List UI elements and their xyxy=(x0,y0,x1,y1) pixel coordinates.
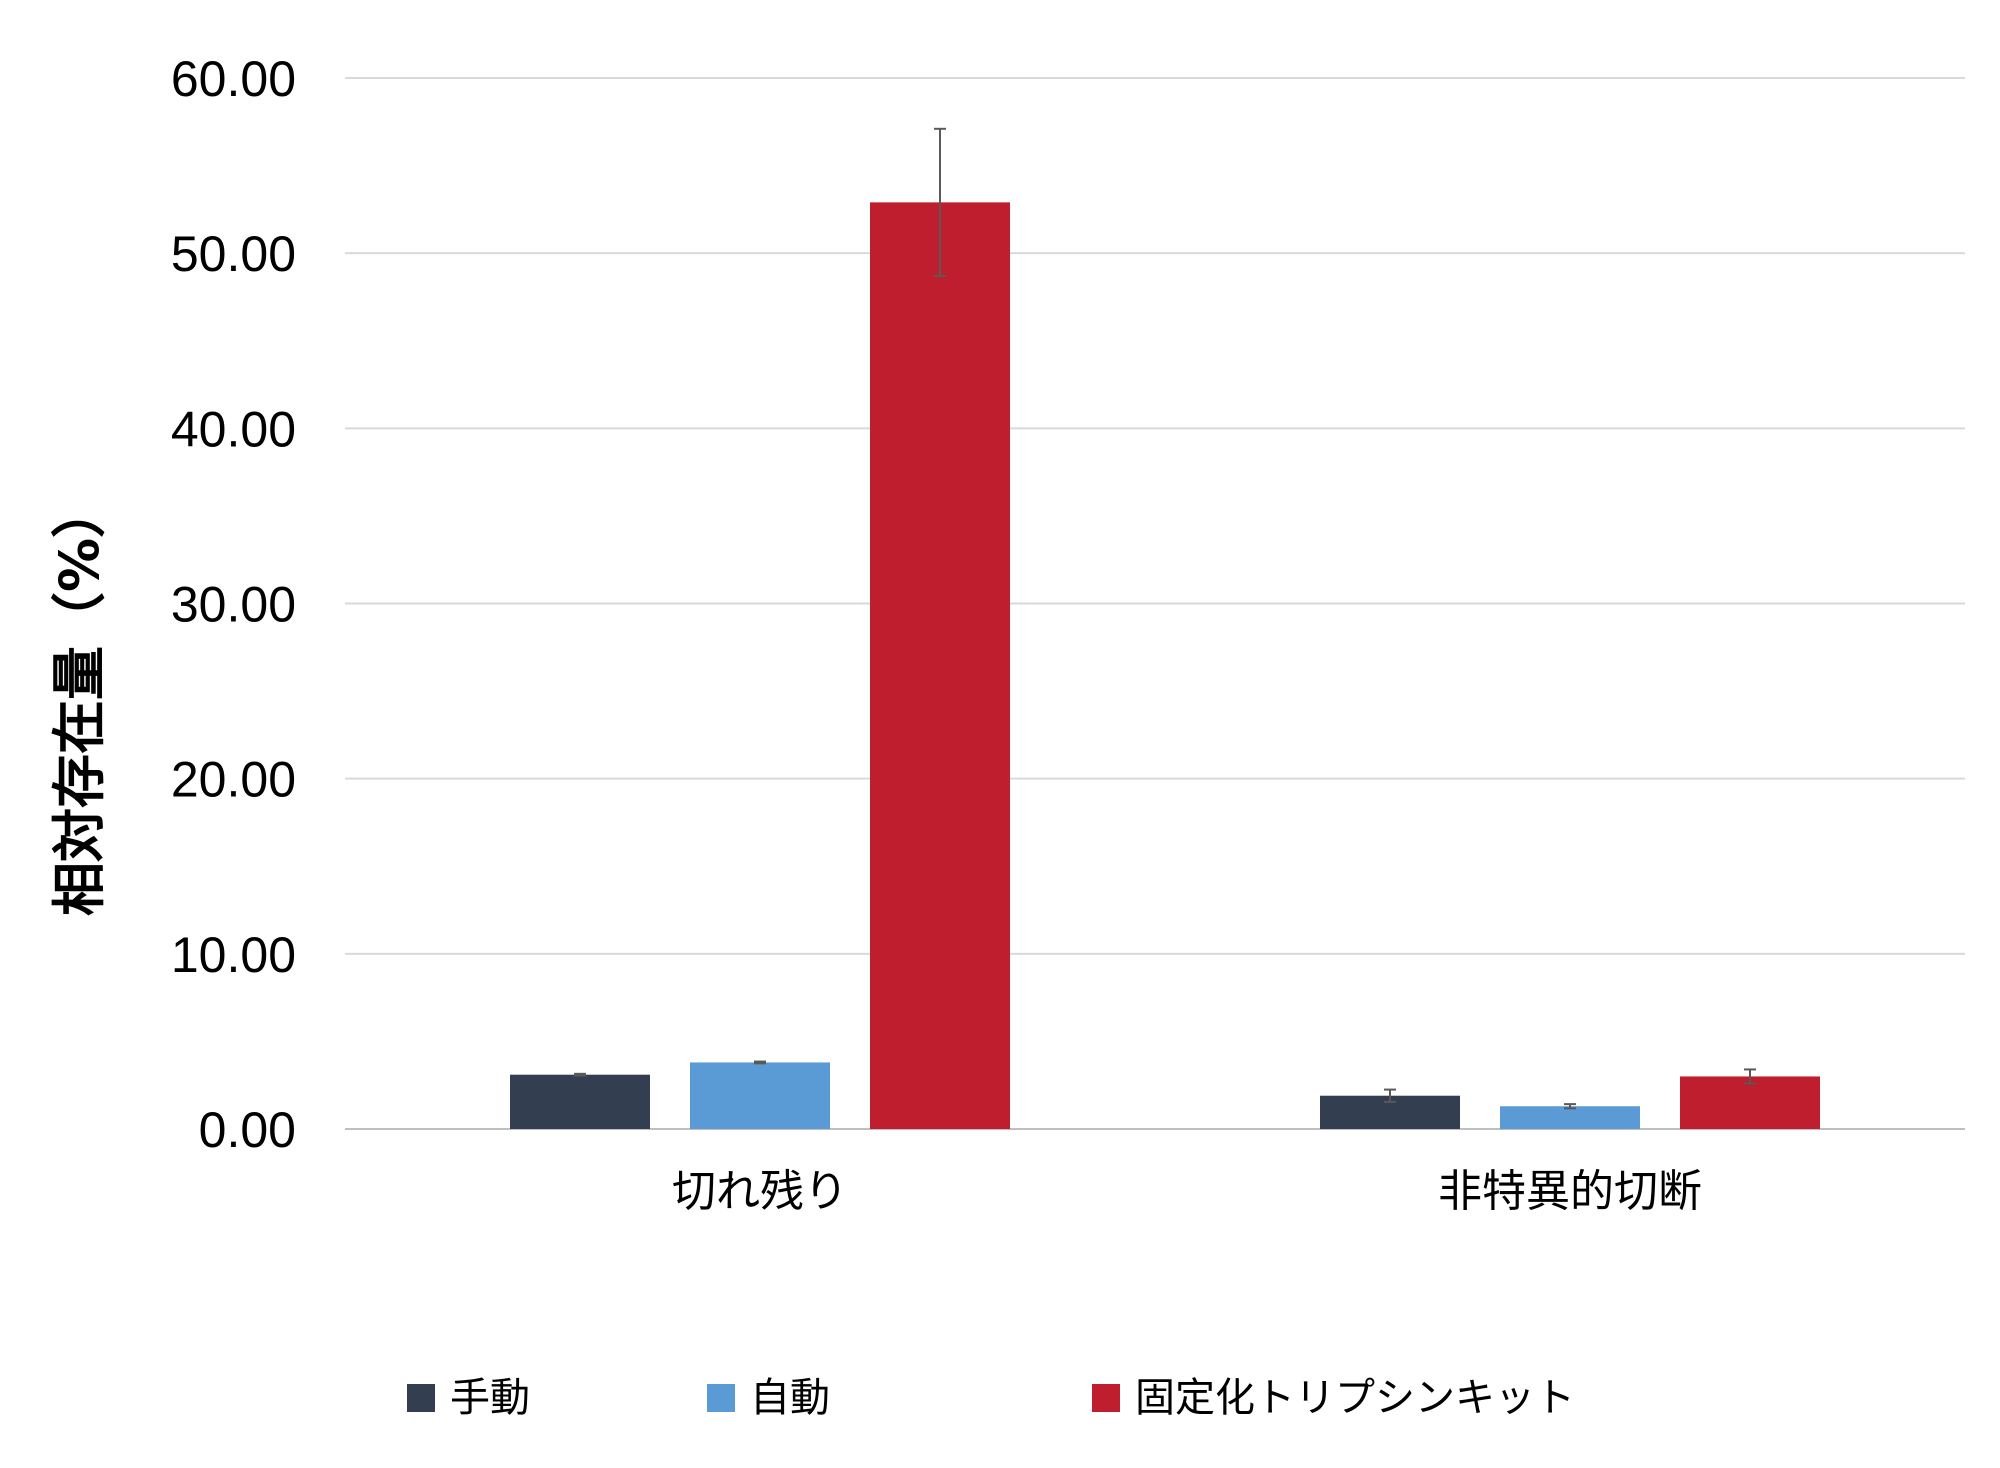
legend-label: 固定化トリプシンキット xyxy=(1135,1375,1575,1421)
y-tick-label: 40.00 xyxy=(171,401,296,457)
y-tick-label: 0.00 xyxy=(199,1102,296,1158)
y-axis-ticks: 0.00 10.00 20.00 30.00 40.00 50.00 60.00 xyxy=(171,51,296,1158)
bar xyxy=(690,1062,830,1129)
category-labels: 切れ残り 非特異的切断 xyxy=(672,1166,1702,1217)
bar xyxy=(1500,1106,1640,1129)
y-tick-label: 50.00 xyxy=(171,226,296,282)
y-tick-label: 30.00 xyxy=(171,577,296,633)
category-label: 非特異的切断 xyxy=(1438,1166,1702,1217)
y-tick-label: 10.00 xyxy=(171,927,296,983)
error-bars xyxy=(574,127,1756,1110)
y-axis-label: 相対存在量（%） xyxy=(48,484,111,916)
legend-label: 手動 xyxy=(450,1375,530,1421)
category-label: 切れ残り xyxy=(672,1166,848,1217)
bar xyxy=(1680,1076,1820,1129)
legend-label: 自動 xyxy=(750,1375,830,1421)
gridlines xyxy=(345,77,1965,1130)
bar xyxy=(510,1074,650,1129)
y-tick-label: 60.00 xyxy=(171,51,296,107)
legend-swatch xyxy=(407,1384,435,1412)
legend-swatch xyxy=(1092,1384,1120,1412)
legend-swatch xyxy=(707,1384,735,1412)
bar xyxy=(870,202,1010,1129)
legend: 手動 自動 固定化トリプシンキット xyxy=(407,1375,1575,1421)
y-tick-label: 20.00 xyxy=(171,752,296,808)
bars xyxy=(510,202,1820,1129)
